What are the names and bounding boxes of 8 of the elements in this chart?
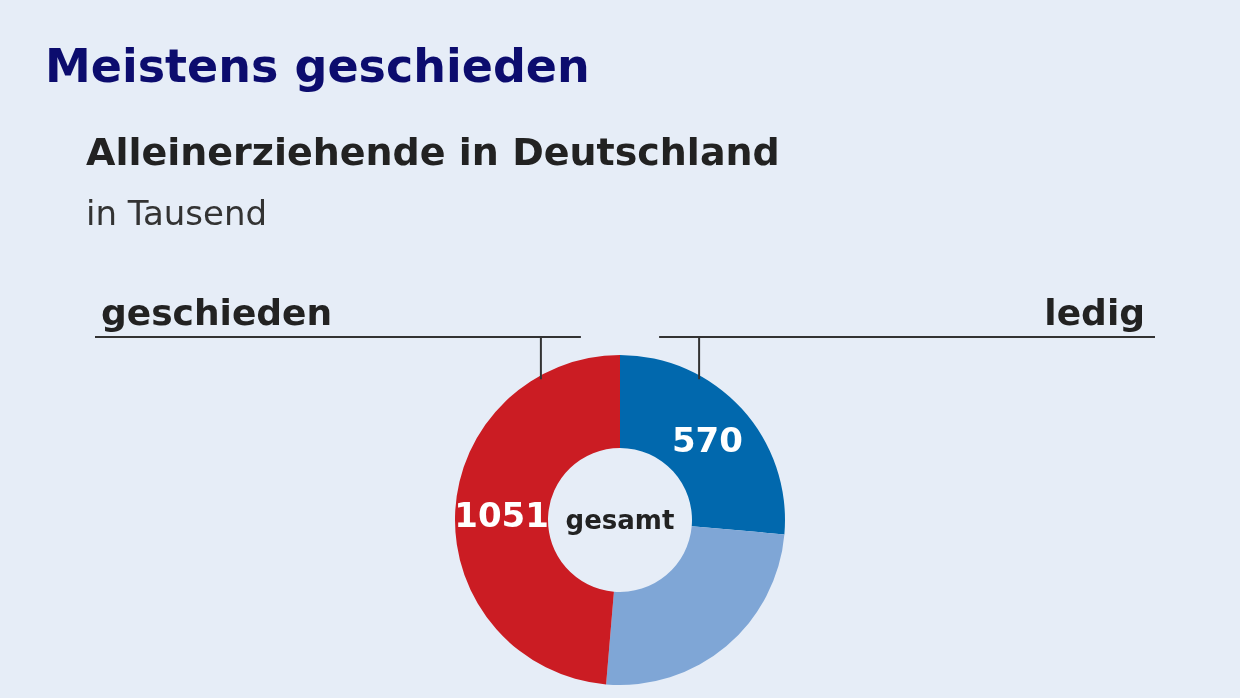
data-label: 1051 — [454, 495, 549, 535]
chart-title: Meistens geschieden — [45, 39, 590, 93]
text: in Tausend — [86, 193, 268, 233]
text: gesamt — [565, 505, 675, 535]
slice-label: geschieden — [101, 292, 333, 333]
chart-subtitle: Alleinerziehende in Deutschland — [86, 130, 780, 174]
slice-label: ledig — [1044, 292, 1145, 333]
data-label: 570 — [671, 419, 743, 460]
